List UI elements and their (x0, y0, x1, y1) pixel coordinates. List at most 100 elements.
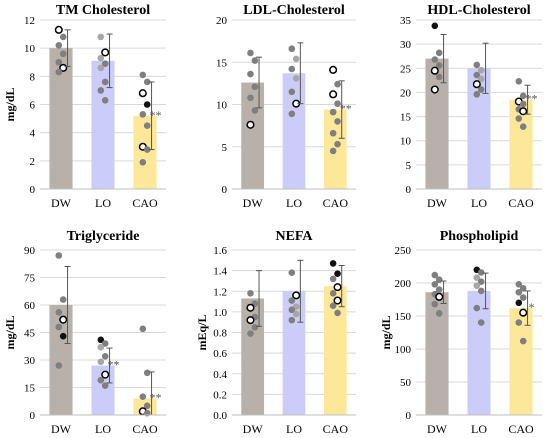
data-point (97, 343, 105, 351)
data-point (101, 353, 109, 360)
bar-lo (91, 60, 115, 189)
data-point (139, 393, 147, 400)
y-tick-label: 0 (406, 410, 412, 422)
data-point (473, 91, 481, 98)
x-category-label: LO (471, 422, 487, 436)
data-point (143, 101, 151, 108)
data-point (288, 316, 296, 324)
y-tick-label: 90 (24, 245, 36, 257)
data-point (329, 290, 337, 297)
data-point (247, 94, 254, 102)
x-category-label: CAO (132, 422, 158, 436)
data-point (515, 115, 523, 122)
y-tick-label: 0.6 (213, 348, 227, 360)
data-point (97, 376, 105, 384)
data-point (430, 85, 439, 94)
significance-mark: ** (150, 108, 162, 122)
data-point (97, 54, 105, 62)
data-point (246, 120, 255, 129)
data-point (247, 70, 254, 78)
y-tick-label: 30 (24, 355, 36, 367)
data-point (143, 369, 151, 377)
data-point (247, 49, 254, 57)
significance-mark: ** (108, 358, 120, 372)
data-point (431, 271, 439, 279)
panel-title: NEFA (275, 229, 313, 244)
y-tick-label: 25 (400, 63, 412, 75)
y-tick-label: 50 (400, 377, 412, 389)
y-axis-label: mg/dL (379, 315, 393, 349)
y-tick-label: 10 (24, 43, 36, 55)
y-tick-label: 15 (216, 57, 228, 69)
data-point (97, 336, 105, 344)
y-tick-label: 0.0 (213, 410, 227, 422)
data-point (515, 319, 523, 326)
data-point (473, 304, 481, 312)
data-point (55, 323, 63, 331)
data-point (55, 309, 63, 316)
data-point (519, 107, 528, 116)
data-point (477, 269, 485, 276)
data-point (334, 118, 341, 125)
data-point (143, 402, 151, 410)
significance-mark: ** (340, 102, 352, 116)
y-tick-label: 4 (30, 128, 36, 140)
data-point (435, 292, 444, 301)
significance-mark: ** (526, 92, 538, 106)
panel-1: LDL-Cholesterol 0 5 10 15 20 ** DW LO CAO (216, 3, 356, 210)
y-tick-label: 150 (395, 311, 412, 323)
data-point (334, 270, 341, 278)
data-point (329, 302, 337, 309)
y-tick-label: 35 (400, 15, 412, 27)
data-point (101, 48, 110, 57)
y-tick-label: 20 (216, 15, 228, 27)
y-tick-label: 0 (406, 184, 412, 196)
data-point (292, 291, 301, 300)
y-tick-label: 0 (222, 184, 228, 196)
y-tick-label: 0.4 (213, 369, 227, 381)
data-point (101, 60, 109, 67)
data-point (97, 64, 105, 72)
data-point (333, 283, 342, 292)
panel-title: HDL-Cholesterol (427, 3, 530, 18)
data-point (477, 75, 485, 83)
panel-2: HDL-Cholesterol 0 5 10 15 20 25 30 35 ** DW LO CAO (400, 3, 542, 210)
significance-mark: ** (150, 391, 162, 405)
data-point (59, 50, 67, 58)
data-point (473, 61, 481, 69)
data-point (473, 274, 481, 282)
panel-4: NEFA 0.0 0.2 0.4 0.6 0.8 1.0 1.2 1.4 1.6 mEq/L DW LO… (195, 229, 356, 436)
bar-cao (133, 115, 157, 189)
x-category-label: DW (427, 422, 448, 436)
data-point (431, 56, 439, 63)
data-point (329, 129, 337, 137)
x-category-label: DW (51, 422, 72, 436)
data-point (329, 147, 337, 155)
y-tick-label: 1.2 (213, 286, 227, 298)
data-point (515, 299, 523, 307)
y-axis-label: mg/dL (3, 87, 17, 121)
data-point (97, 87, 105, 94)
x-category-label: CAO (323, 422, 349, 436)
panel-title: LDL-Cholesterol (243, 3, 345, 18)
data-point (435, 49, 443, 57)
y-tick-label: 5 (406, 160, 412, 172)
data-point (292, 55, 300, 63)
y-tick-label: 250 (395, 245, 412, 257)
data-point (55, 58, 63, 66)
data-point (431, 281, 439, 288)
data-point (288, 45, 296, 53)
y-tick-label: 100 (395, 344, 412, 356)
x-category-label: DW (427, 196, 448, 210)
data-point (473, 282, 481, 289)
data-point (246, 303, 255, 312)
data-point (59, 332, 67, 340)
data-point (329, 275, 337, 283)
bar-dw (49, 48, 73, 189)
data-point (288, 65, 296, 73)
x-category-label: DW (51, 196, 72, 210)
x-category-label: DW (243, 422, 264, 436)
data-point (473, 71, 481, 79)
y-tick-label: 45 (24, 328, 36, 340)
x-category-label: LO (95, 422, 111, 436)
